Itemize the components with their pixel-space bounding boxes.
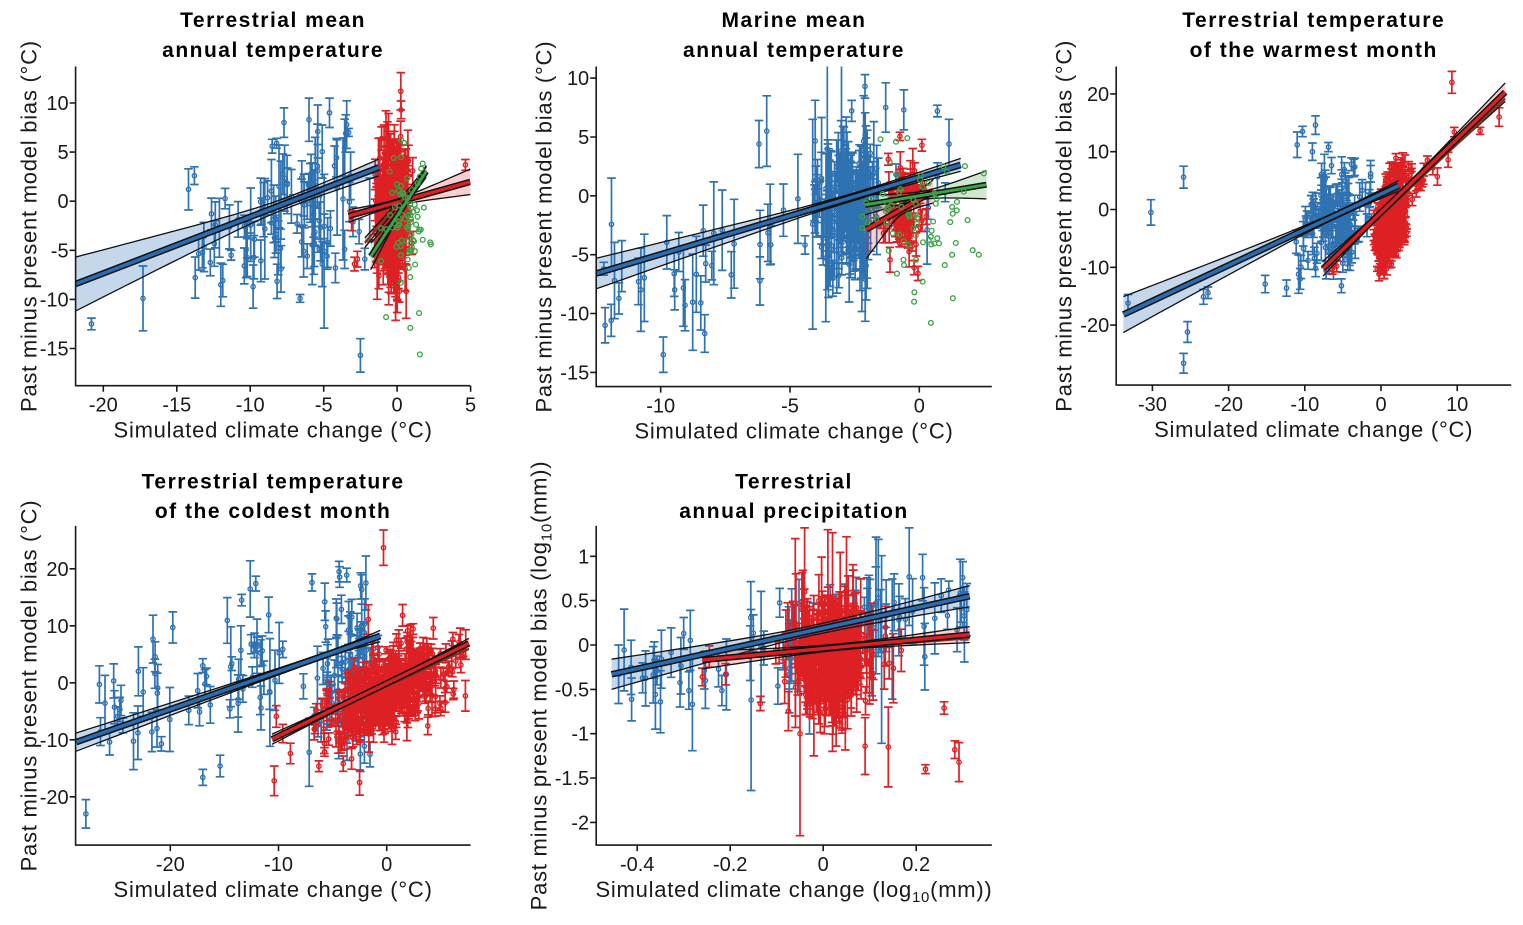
svg-text:0: 0 [57, 673, 68, 695]
svg-text:Past minus present model bias: Past minus present model bias (°C) [17, 40, 42, 412]
svg-text:-15: -15 [162, 395, 191, 417]
svg-text:20: 20 [1087, 84, 1109, 106]
svg-text:-20: -20 [1214, 394, 1243, 416]
svg-text:-20: -20 [40, 787, 69, 809]
svg-text:-10: -10 [40, 730, 69, 752]
svg-text:Terrestrial mean: Terrestrial mean [180, 9, 366, 32]
svg-text:Past minus present model bias: Past minus present model bias (°C) [532, 41, 557, 413]
svg-text:-1: -1 [571, 724, 589, 746]
svg-text:Simulated climate change (°C): Simulated climate change (°C) [114, 418, 433, 443]
svg-text:0: 0 [578, 635, 589, 657]
svg-text:0: 0 [1375, 394, 1386, 416]
svg-text:-5: -5 [781, 396, 799, 418]
svg-text:-10: -10 [1080, 257, 1109, 279]
svg-text:0: 0 [381, 854, 392, 876]
svg-text:10: 10 [46, 616, 68, 638]
svg-text:Terrestrial temperature: Terrestrial temperature [1182, 9, 1445, 32]
svg-text:0.2: 0.2 [902, 854, 930, 876]
svg-text:-10: -10 [1290, 394, 1319, 416]
svg-text:-5: -5 [571, 245, 589, 267]
svg-text:20: 20 [46, 559, 68, 581]
svg-text:-2: -2 [571, 812, 589, 834]
svg-text:0: 0 [392, 395, 403, 417]
svg-text:Terrestrial temperature: Terrestrial temperature [142, 471, 405, 494]
svg-text:0: 0 [57, 191, 68, 213]
svg-text:0: 0 [818, 854, 829, 876]
svg-text:5: 5 [465, 395, 476, 417]
svg-text:0.5: 0.5 [561, 591, 589, 613]
svg-text:Terrestrial: Terrestrial [735, 471, 853, 494]
svg-text:-20: -20 [89, 395, 118, 417]
svg-text:-10: -10 [236, 395, 265, 417]
svg-text:10: 10 [1446, 394, 1468, 416]
svg-text:Past minus present model bias: Past minus present model bias (°C) [17, 500, 42, 872]
svg-text:-0.5: -0.5 [555, 679, 589, 701]
svg-text:5: 5 [578, 127, 589, 149]
svg-text:-0.4: -0.4 [620, 854, 654, 876]
svg-text:10: 10 [1087, 142, 1109, 164]
svg-text:10: 10 [567, 68, 589, 90]
svg-text:-10: -10 [560, 304, 589, 326]
svg-text:0: 0 [914, 396, 925, 418]
svg-text:-10: -10 [40, 289, 69, 311]
svg-text:Simulated climate change (°C): Simulated climate change (°C) [114, 877, 433, 902]
svg-text:-15: -15 [560, 362, 589, 384]
svg-text:0: 0 [578, 186, 589, 208]
svg-text:-0.2: -0.2 [713, 854, 747, 876]
svg-text:of the warmest month: of the warmest month [1190, 39, 1438, 62]
svg-text:Simulated climate change (°C): Simulated climate change (°C) [634, 419, 953, 444]
svg-text:Simulated climate change (°C): Simulated climate change (°C) [1154, 417, 1473, 442]
svg-text:of the coldest month: of the coldest month [155, 500, 392, 523]
svg-text:-20: -20 [1080, 315, 1109, 337]
svg-text:Past minus present model bias: Past minus present model bias (°C) [1052, 40, 1077, 412]
svg-text:-10: -10 [646, 396, 675, 418]
svg-text:10: 10 [46, 93, 68, 115]
svg-text:5: 5 [57, 142, 68, 164]
svg-text:-5: -5 [51, 240, 69, 262]
svg-text:annual temperature: annual temperature [683, 39, 905, 62]
svg-text:-15: -15 [40, 339, 69, 361]
svg-text:annual precipitation: annual precipitation [679, 500, 909, 523]
svg-text:0: 0 [1098, 200, 1109, 222]
svg-text:annual temperature: annual temperature [162, 39, 384, 62]
svg-text:-5: -5 [315, 395, 333, 417]
svg-text:-1.5: -1.5 [555, 768, 589, 790]
svg-text:Simulated climate change (log1: Simulated climate change (log10(mm)) [595, 877, 992, 906]
svg-text:-10: -10 [264, 854, 293, 876]
svg-text:1: 1 [578, 546, 589, 568]
svg-text:-20: -20 [156, 854, 185, 876]
svg-text:-30: -30 [1138, 394, 1167, 416]
svg-text:Marine mean: Marine mean [722, 9, 867, 32]
